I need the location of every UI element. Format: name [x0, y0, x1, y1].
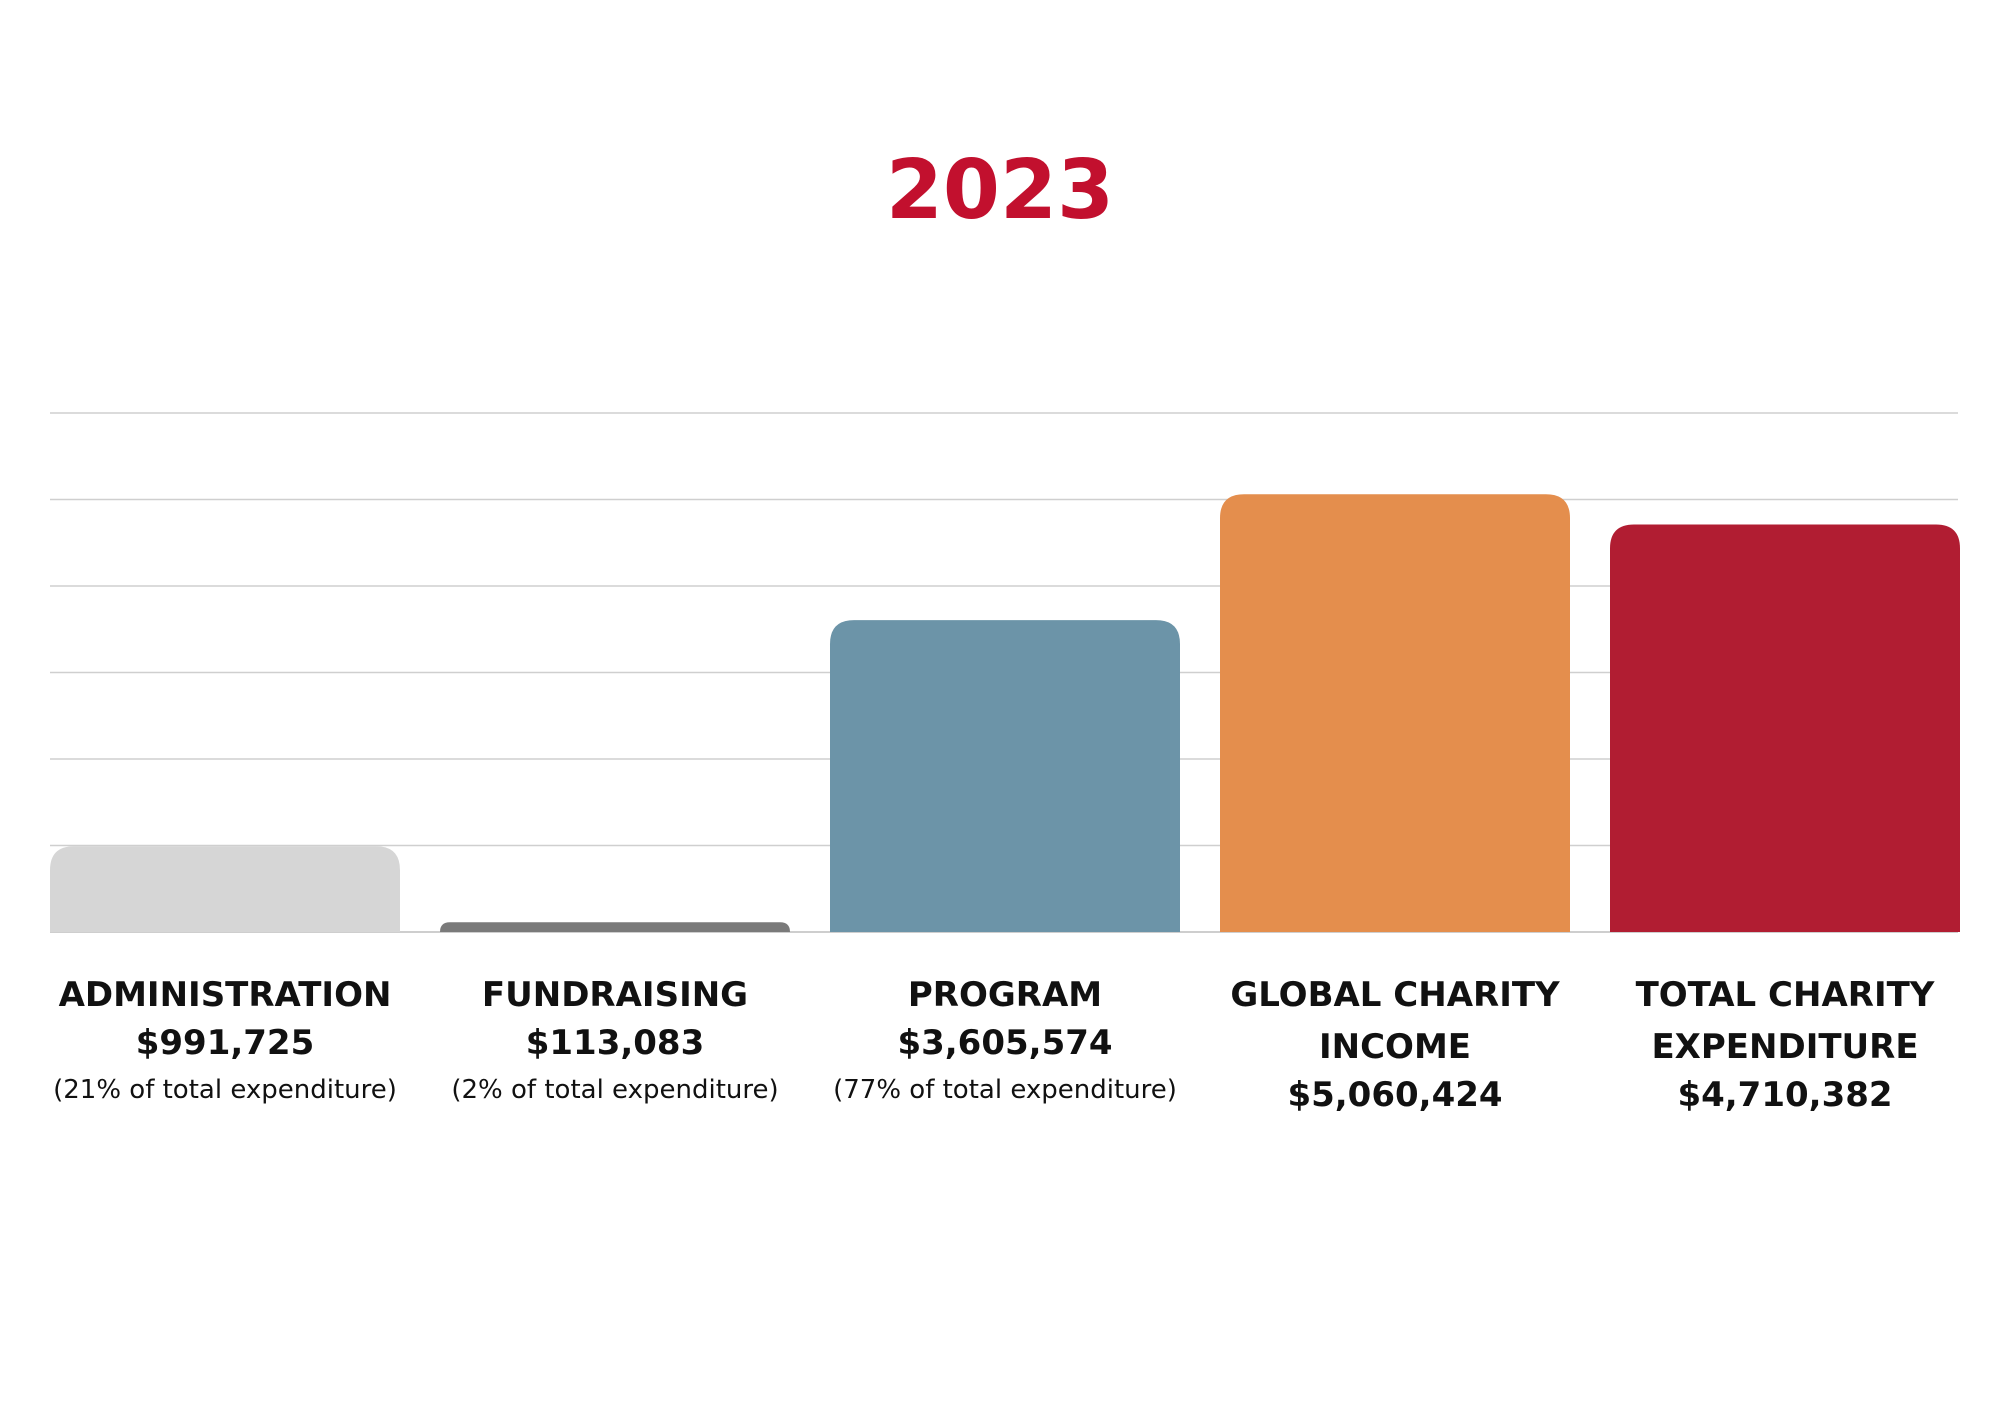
category-label: FUNDRAISING	[482, 975, 748, 1015]
value-label: $991,725	[136, 1023, 315, 1063]
value-label: $4,710,382	[1677, 1075, 1892, 1115]
bar-fundraising	[440, 922, 790, 932]
category-label: EXPENDITURE	[1651, 1027, 1918, 1067]
category-label: PROGRAM	[908, 975, 1102, 1015]
value-label: $5,060,424	[1287, 1075, 1502, 1115]
category-label: TOTAL CHARITY	[1636, 975, 1935, 1015]
chart-title: 2023	[886, 143, 1114, 238]
category-label: GLOBAL CHARITY	[1230, 975, 1560, 1015]
bar-administration	[50, 846, 400, 932]
category-label: INCOME	[1319, 1027, 1471, 1067]
note-label: (2% of total expenditure)	[451, 1075, 778, 1105]
bar-total-charity-expenditure	[1610, 524, 1960, 932]
category-labels: ADMINISTRATION $991,725 (21% of total expe…	[53, 975, 1935, 1115]
value-label: $3,605,574	[897, 1023, 1112, 1063]
value-label: $113,083	[526, 1023, 705, 1063]
bar-program	[830, 620, 1180, 932]
note-label: (77% of total expenditure)	[833, 1075, 1177, 1105]
bar-global-charity-income	[1220, 494, 1570, 932]
category-label: ADMINISTRATION	[59, 975, 392, 1015]
bars	[50, 494, 1960, 932]
note-label: (21% of total expenditure)	[53, 1075, 397, 1105]
